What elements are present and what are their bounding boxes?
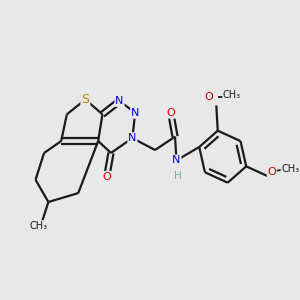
Text: O: O [102, 172, 111, 182]
Text: CH₃: CH₃ [281, 164, 299, 174]
Text: S: S [81, 93, 89, 106]
Text: N: N [115, 96, 124, 106]
Text: CH₃: CH₃ [29, 221, 47, 231]
Text: N: N [128, 133, 136, 143]
Text: CH₃: CH₃ [223, 90, 241, 100]
Text: H: H [174, 171, 182, 181]
Text: O: O [167, 108, 175, 118]
Text: N: N [131, 108, 140, 118]
Text: N: N [172, 155, 181, 165]
Text: O: O [268, 167, 276, 177]
Text: O: O [205, 92, 214, 101]
